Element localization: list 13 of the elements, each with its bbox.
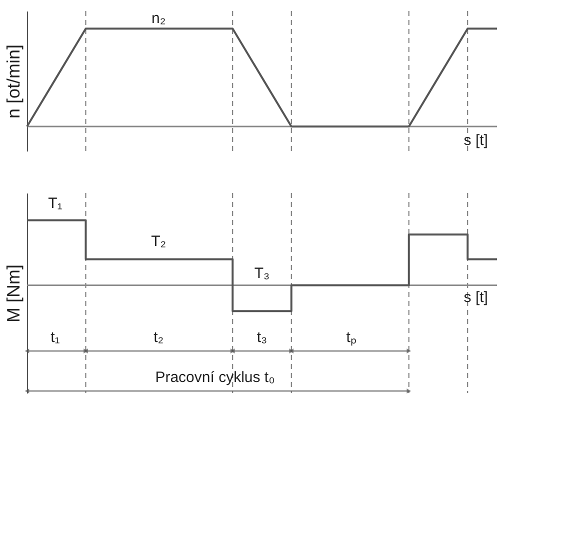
text: t₂ xyxy=(154,329,164,346)
text: n₂ xyxy=(152,10,166,27)
annotation: s [t] xyxy=(464,289,488,306)
text: tₚ xyxy=(346,329,356,346)
y-axis-title: n [ot/min] xyxy=(4,44,24,119)
text: Pracovní cyklus t₀ xyxy=(155,369,275,386)
text: T₁ xyxy=(48,195,62,212)
text: t₁ xyxy=(50,329,60,346)
y-axis-title: M [Nm] xyxy=(4,264,24,322)
text: t₃ xyxy=(256,329,268,346)
annotation: T₂ xyxy=(151,233,166,250)
text: s [t] xyxy=(464,132,488,149)
annotation: T₃ xyxy=(254,265,270,282)
